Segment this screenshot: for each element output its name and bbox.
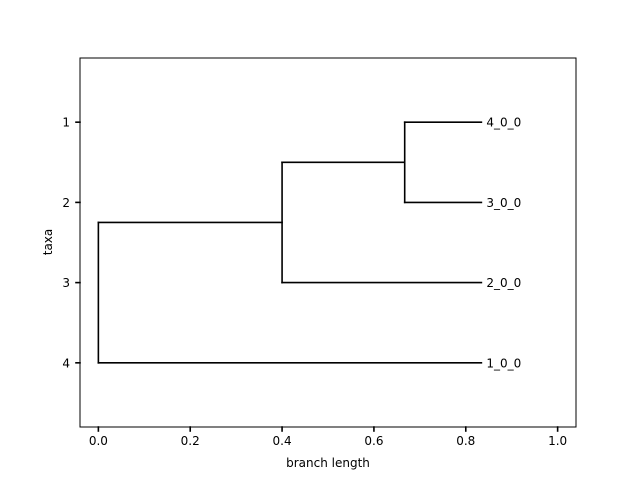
leaf-label: 1_0_0 xyxy=(486,356,521,370)
leaf-label: 2_0_0 xyxy=(486,276,521,290)
x-tick-label: 0.4 xyxy=(273,434,292,448)
y-tick-label: 3 xyxy=(62,276,70,290)
x-tick-label: 1.0 xyxy=(548,434,567,448)
leaf-label: 3_0_0 xyxy=(486,196,521,210)
plot-frame xyxy=(79,57,577,428)
y-tick-label: 1 xyxy=(62,116,70,130)
x-axis-ticks: 0.0 0.2 0.4 0.6 0.8 1.0 xyxy=(89,426,567,448)
leaf-label: 4_0_0 xyxy=(486,116,521,130)
x-tick-label: 0.8 xyxy=(456,434,475,448)
y-tick-label: 2 xyxy=(62,196,70,210)
leaf-labels: 4_0_0 3_0_0 2_0_0 1_0_0 xyxy=(486,116,521,371)
x-tick-label: 0.6 xyxy=(364,434,383,448)
x-tick-label: 0.0 xyxy=(89,434,108,448)
y-axis-label: taxa xyxy=(41,229,55,256)
y-tick-label: 4 xyxy=(62,356,70,370)
x-tick-label: 0.2 xyxy=(181,434,200,448)
tree-branches xyxy=(97,121,483,364)
x-axis-label: branch length xyxy=(286,456,370,470)
y-axis-ticks: 1 2 3 4 xyxy=(62,116,81,370)
